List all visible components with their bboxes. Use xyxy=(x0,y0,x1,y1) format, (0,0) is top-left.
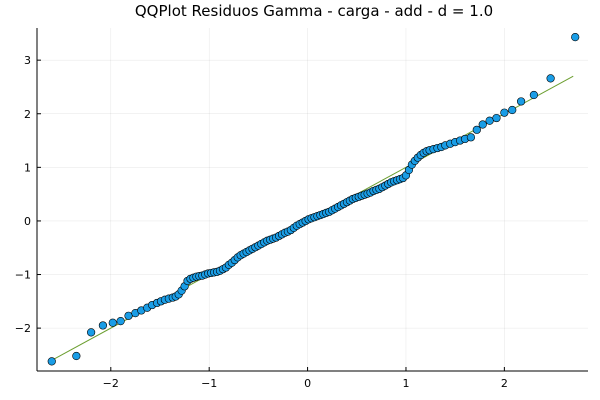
y-tick-label: 1 xyxy=(24,161,31,174)
x-tick-label: 0 xyxy=(304,377,311,390)
y-tick-label: −1 xyxy=(15,269,31,282)
data-point xyxy=(124,311,133,320)
ticks: −2 −1 0 1 2 −2 −1 0 1 2 3 xyxy=(15,54,508,390)
data-point xyxy=(466,133,476,142)
y-tick-label: 2 xyxy=(24,108,31,121)
data-point xyxy=(571,33,580,42)
y-tick-label: −2 xyxy=(15,322,31,335)
data-point xyxy=(485,116,494,125)
x-tick-label: 2 xyxy=(501,377,508,390)
axes xyxy=(36,28,588,372)
data-point xyxy=(508,105,517,115)
x-tick-label: −1 xyxy=(201,377,217,390)
y-tick-label: 3 xyxy=(24,54,31,67)
data-point xyxy=(546,74,555,83)
data-points xyxy=(47,33,580,366)
data-point xyxy=(72,351,81,361)
grid xyxy=(37,28,588,371)
data-point xyxy=(472,125,481,134)
x-tick-label: 1 xyxy=(402,377,409,390)
data-point xyxy=(116,317,125,326)
data-point xyxy=(478,120,487,129)
data-point xyxy=(516,97,526,106)
data-point xyxy=(98,321,108,330)
data-point xyxy=(87,328,96,337)
data-point xyxy=(529,90,538,100)
data-point xyxy=(492,113,501,123)
x-tick-label: −2 xyxy=(103,377,119,390)
data-point xyxy=(47,357,56,366)
data-point xyxy=(500,108,509,117)
data-point xyxy=(108,318,117,327)
chart-title: QQPlot Residuos Gamma - carga - add - d … xyxy=(135,2,493,20)
y-tick-label: 0 xyxy=(24,215,31,228)
